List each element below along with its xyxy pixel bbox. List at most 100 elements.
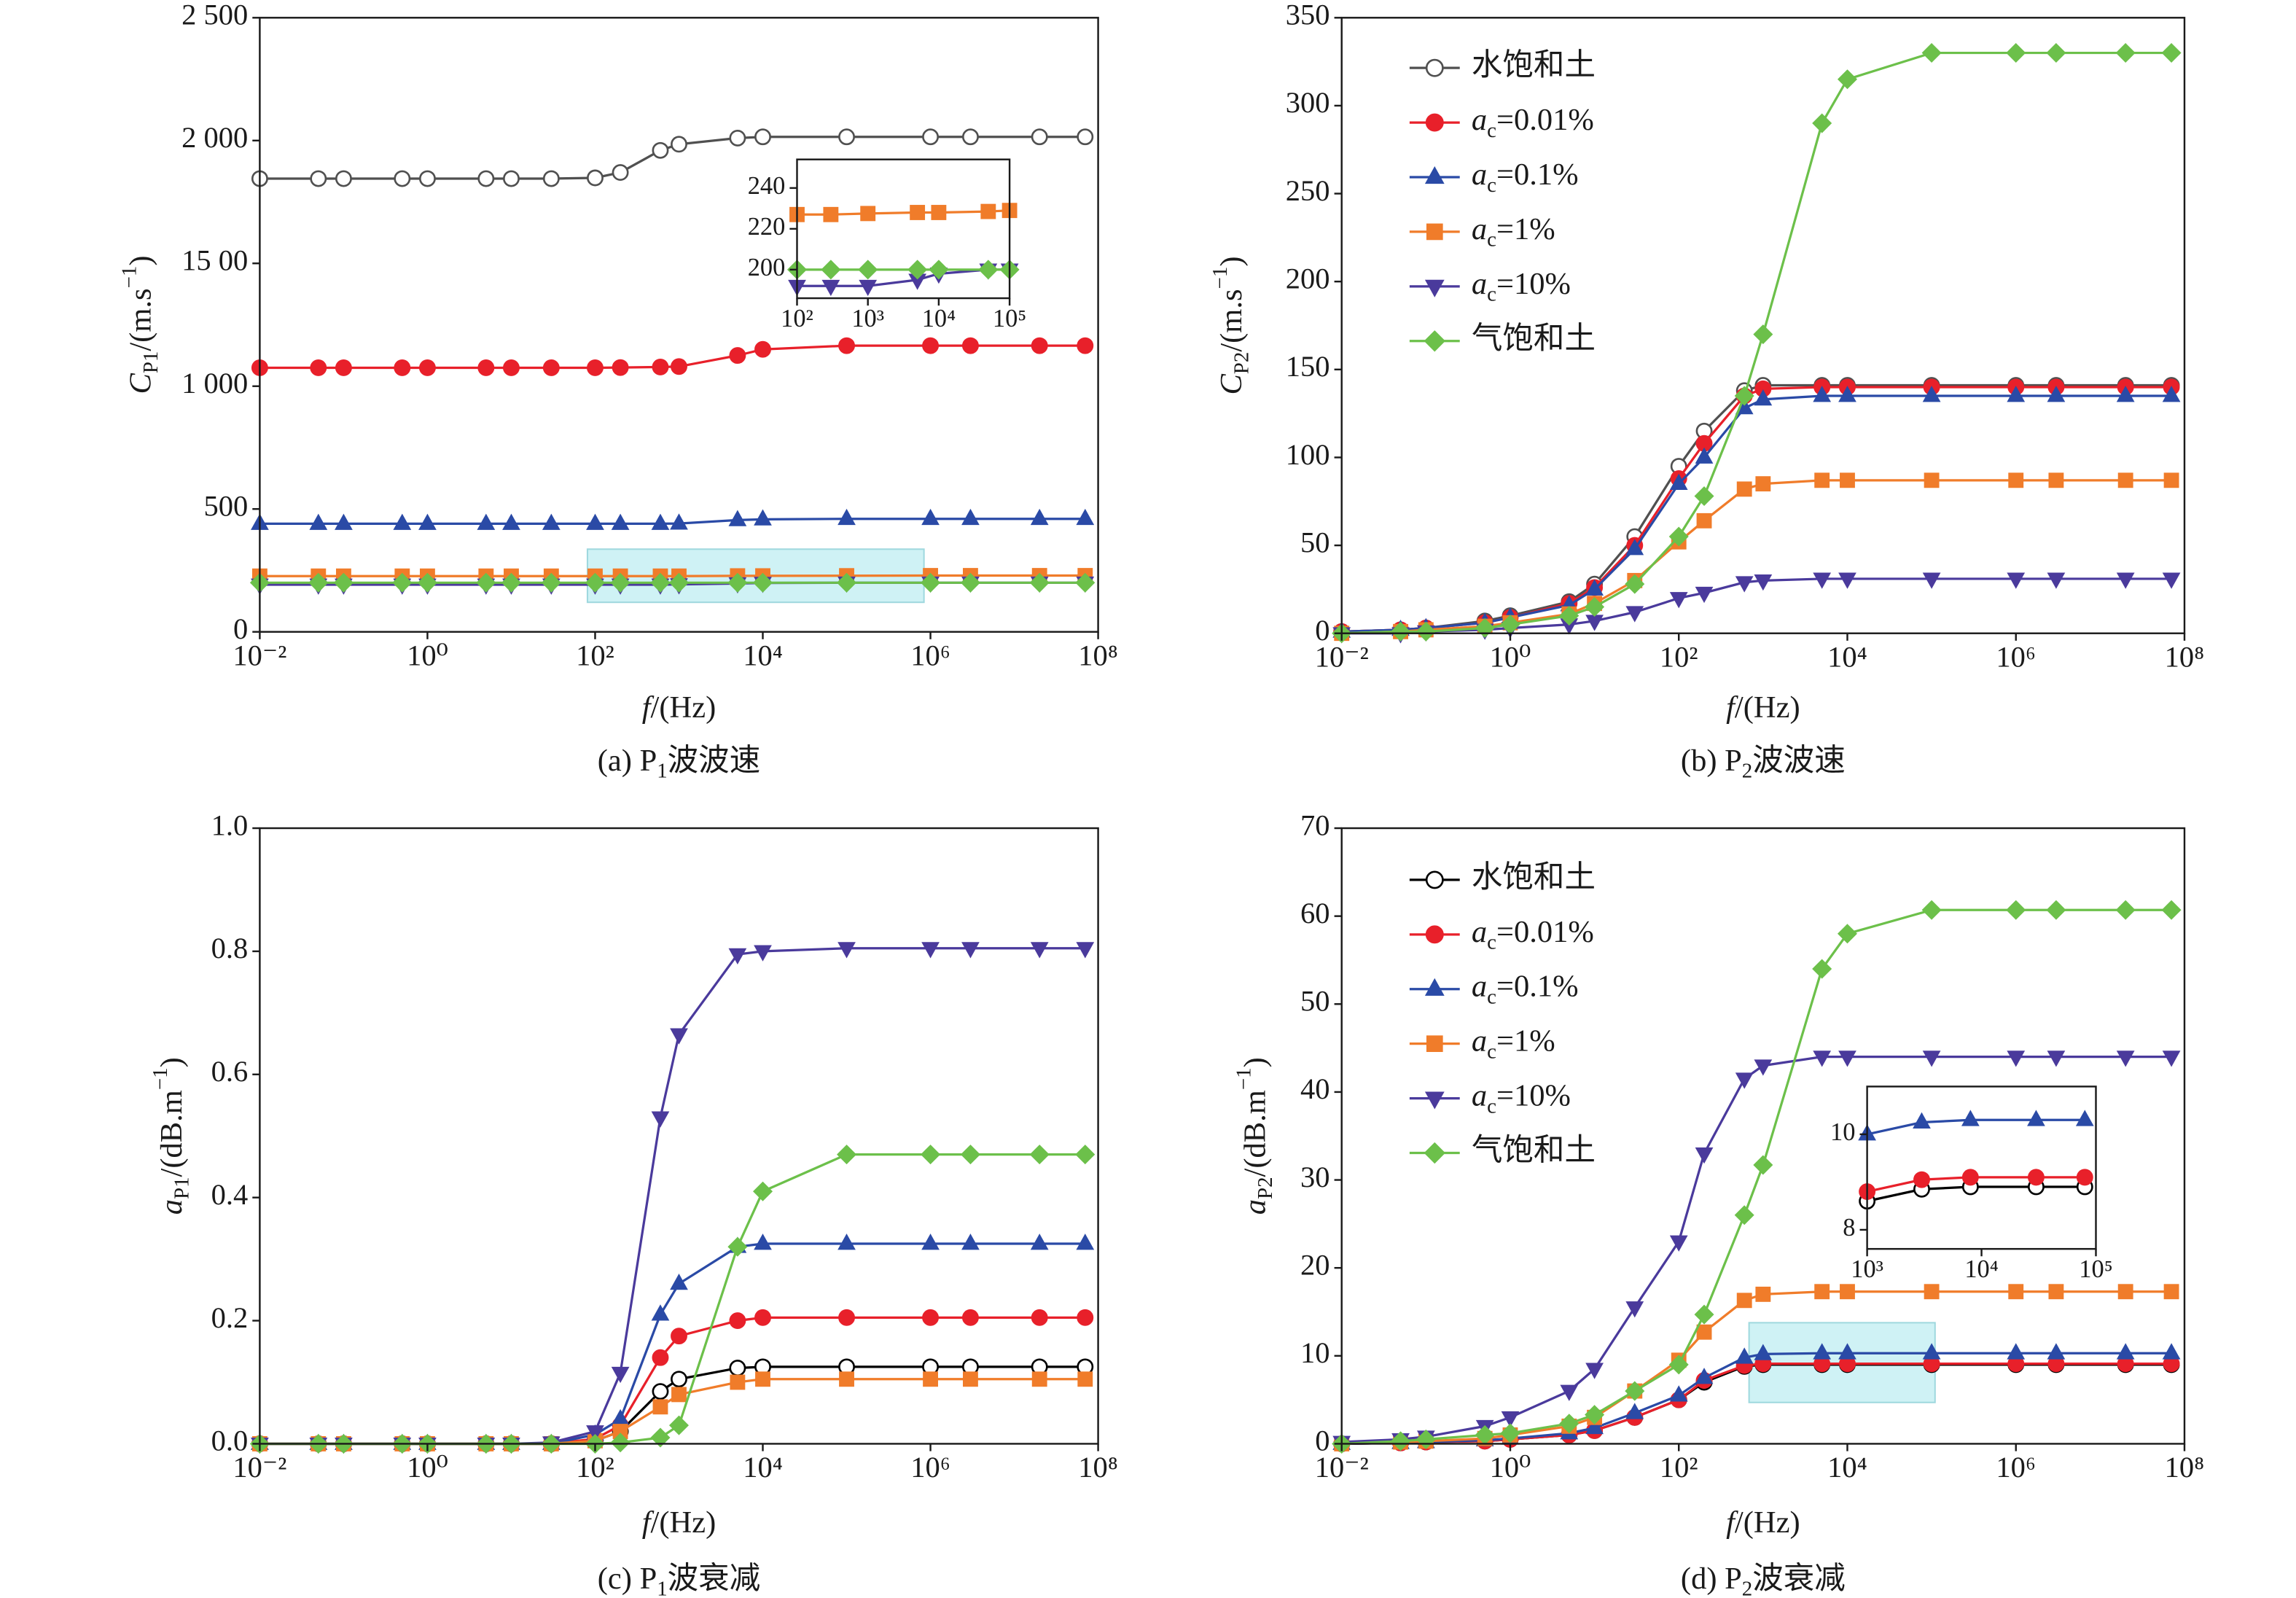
legend-label-part: 水饱和土 <box>1472 48 1596 82</box>
data-point <box>611 1366 630 1384</box>
data-point <box>670 1028 688 1045</box>
data-point <box>2075 1110 2094 1126</box>
plot-frame <box>259 17 1099 633</box>
data-point <box>335 170 352 187</box>
y-tick-label: 200 <box>748 254 786 281</box>
panel-caption-part: 波波速 <box>1752 744 1846 778</box>
data-point <box>1625 606 1644 623</box>
data-point <box>729 1312 746 1330</box>
data-point <box>921 572 941 593</box>
data-point <box>1030 508 1049 526</box>
data-point <box>2047 386 2066 402</box>
data-point <box>1075 1145 1096 1165</box>
legend-label: 气饱和土 <box>1472 1133 1596 1167</box>
data-point <box>2162 1343 2181 1360</box>
data-point <box>671 136 687 153</box>
data-point <box>838 1309 855 1326</box>
x-axis-label: f/(Hz) <box>642 690 716 725</box>
data-point <box>2007 1343 2026 1360</box>
data-point <box>1840 472 1855 488</box>
data-point <box>1585 1417 1604 1435</box>
data-point <box>1695 1368 1714 1384</box>
plot-frame <box>1340 827 2186 1445</box>
data-point <box>2115 43 2136 63</box>
data-point <box>502 513 520 530</box>
data-point <box>961 128 979 146</box>
data-point <box>2006 900 2026 920</box>
data-point <box>1669 1385 1688 1402</box>
data-point <box>1736 1293 1752 1309</box>
x-tick-label: 10⁵ <box>2079 1255 2112 1283</box>
data-point <box>671 358 687 375</box>
data-point <box>671 1387 687 1403</box>
data-point <box>1913 1171 1930 1188</box>
y-axis-label-part: P2 <box>1254 1177 1277 1199</box>
data-point <box>2076 1169 2093 1186</box>
data-point <box>929 260 949 280</box>
legend-label-part: a <box>1472 915 1487 949</box>
data-point <box>1694 486 1714 507</box>
data-point <box>2116 1343 2135 1360</box>
legend-label: ac=0.1% <box>1472 157 1579 197</box>
data-point <box>1838 1051 1856 1067</box>
legend-label-part: =1% <box>1496 1024 1555 1058</box>
data-point <box>1625 574 1645 594</box>
panel-caption-part: 2 <box>1742 759 1752 782</box>
data-point <box>1076 942 1095 959</box>
data-point <box>310 170 327 187</box>
y-axis-label-part: /(m.s <box>123 288 157 351</box>
x-tick-label: 10⁰ <box>1490 1451 1531 1484</box>
legend-label: ac=0.01% <box>1472 915 1594 954</box>
data-point <box>2117 1284 2133 1300</box>
legend-label-part: c <box>1487 985 1496 1008</box>
data-point <box>730 1374 746 1390</box>
data-point <box>838 128 855 146</box>
data-point <box>1559 1414 1580 1434</box>
data-point <box>1029 572 1050 593</box>
x-tick-label: 10⁰ <box>1490 640 1531 673</box>
data-point <box>1840 1284 1855 1300</box>
data-point <box>1625 1301 1644 1318</box>
legend-label: ac=10% <box>1472 1078 1571 1118</box>
panel-caption-part: 2 <box>1742 1577 1752 1598</box>
data-point <box>1922 1051 1941 1067</box>
data-point <box>2007 572 2026 589</box>
x-tick-label: 10³ <box>1851 1255 1883 1283</box>
panel-caption-part: 波衰减 <box>1752 1562 1846 1596</box>
legend-label-part: c <box>1487 118 1496 141</box>
data-point <box>1500 1423 1520 1443</box>
data-point <box>963 1371 978 1387</box>
data-point <box>1754 1059 1773 1076</box>
data-point <box>671 1371 687 1388</box>
data-point <box>1753 324 1773 345</box>
data-point <box>1734 386 1754 406</box>
legend-label: ac=1% <box>1472 212 1555 252</box>
y-axis-label: CP2/(m.s−1) <box>1208 256 1254 394</box>
x-axis-label: f/(Hz) <box>642 1505 716 1540</box>
x-tick-label: 10⁶ <box>1996 1451 2036 1484</box>
data-point <box>727 572 748 593</box>
data-point <box>728 510 747 526</box>
data-point <box>1031 1371 1047 1387</box>
data-point <box>1669 1235 1688 1252</box>
legend-label: ac=1% <box>1472 1024 1555 1063</box>
y-tick-label: 0.6 <box>211 1055 249 1088</box>
data-point <box>921 1145 941 1165</box>
data-point <box>1077 1371 1093 1387</box>
data-point <box>821 279 840 297</box>
y-tick-label: 0.2 <box>211 1301 249 1334</box>
data-point <box>477 359 495 376</box>
data-point <box>858 260 878 280</box>
y-tick-label: 1 000 <box>181 367 248 400</box>
data-point <box>837 572 857 593</box>
legend-marker <box>1425 925 1444 944</box>
legend-label-part: =0.01% <box>1496 103 1594 137</box>
data-point <box>417 572 437 593</box>
data-point <box>1736 481 1752 497</box>
data-point <box>2006 43 2026 63</box>
data-point <box>1391 621 1411 642</box>
data-point <box>2048 472 2064 488</box>
data-point <box>1838 572 1856 589</box>
data-point <box>1837 924 1857 944</box>
data-point <box>1696 1324 1712 1340</box>
